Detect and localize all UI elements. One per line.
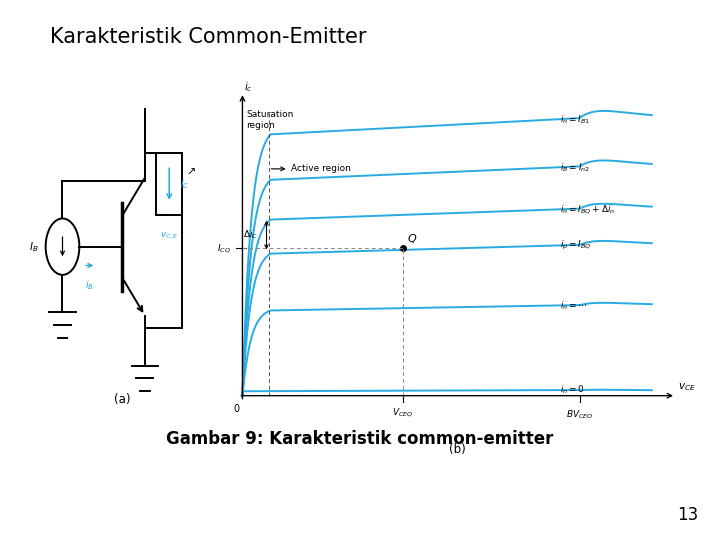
- Text: $0$: $0$: [233, 402, 240, 414]
- Text: $i_c$: $i_c$: [245, 80, 253, 94]
- Text: $v_{C,E}$: $v_{C,E}$: [160, 231, 179, 241]
- Text: $V_{CEQ}$: $V_{CEQ}$: [392, 406, 414, 419]
- Text: $I_{CQ}$: $I_{CQ}$: [217, 242, 230, 255]
- Text: $Q$: $Q$: [407, 232, 418, 246]
- Text: $i_C$: $i_C$: [181, 177, 190, 191]
- Text: Saturation
region: Saturation region: [246, 110, 294, 130]
- Text: $i_B$: $i_B$: [85, 278, 94, 292]
- Text: (a): (a): [114, 394, 130, 407]
- Text: (b): (b): [449, 443, 466, 456]
- Text: $i_n = \cdots$: $i_n = \cdots$: [559, 299, 588, 312]
- Bar: [156, 153, 182, 215]
- Text: Active region: Active region: [291, 164, 351, 173]
- Text: $i_n = I_{B1}$: $i_n = I_{B1}$: [559, 113, 590, 126]
- Text: Gambar 9: Karakteristik common-emitter: Gambar 9: Karakteristik common-emitter: [166, 430, 554, 448]
- Text: $\Delta i_C$: $\Delta i_C$: [243, 229, 258, 241]
- Text: $I_B$: $I_B$: [29, 240, 38, 254]
- Text: $i_n = 0$: $i_n = 0$: [559, 384, 585, 396]
- Text: $i_B = I_{n2}$: $i_B = I_{n2}$: [559, 161, 590, 174]
- Text: $\nearrow$: $\nearrow$: [184, 166, 196, 177]
- Text: 13: 13: [677, 506, 698, 524]
- Text: $BV_{CEO}$: $BV_{CEO}$: [566, 409, 593, 421]
- Text: $i_n = I_{BQ} + \Delta i_n$: $i_n = I_{BQ} + \Delta i_n$: [559, 203, 615, 216]
- Text: $i_p = I_{BQ}$: $i_p = I_{BQ}$: [559, 239, 591, 252]
- Text: Karakteristik Common-Emitter: Karakteristik Common-Emitter: [50, 27, 367, 47]
- Text: $v_{CE}$: $v_{CE}$: [678, 381, 696, 393]
